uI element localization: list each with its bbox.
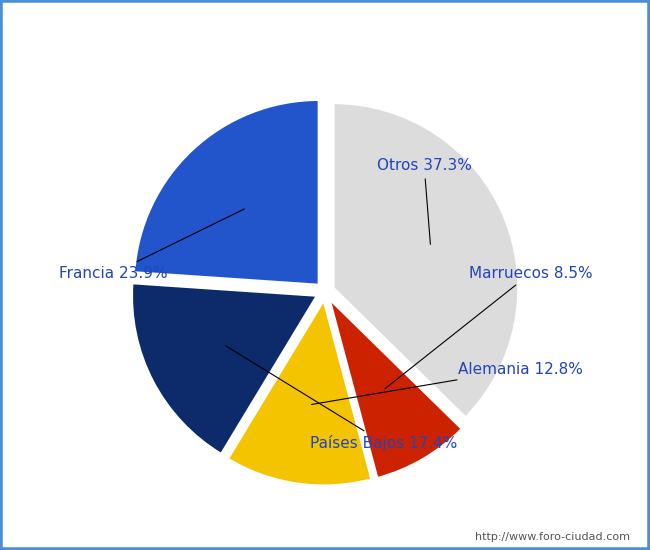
Text: Marruecos 8.5%: Marruecos 8.5% (385, 266, 593, 389)
Text: Ojós  -  Turistas extranjeros según país  -  Octubre de 2024: Ojós - Turistas extranjeros según país -… (100, 16, 550, 33)
Text: http://www.foro-ciudad.com: http://www.foro-ciudad.com (476, 532, 630, 542)
Text: Países Bajos 17.4%: Países Bajos 17.4% (226, 346, 458, 451)
Text: Francia 23.9%: Francia 23.9% (59, 209, 244, 280)
Text: Alemania 12.8%: Alemania 12.8% (311, 361, 583, 404)
Wedge shape (228, 301, 371, 486)
Wedge shape (135, 100, 318, 285)
Wedge shape (333, 103, 518, 417)
Wedge shape (132, 283, 317, 454)
Wedge shape (330, 300, 462, 478)
Text: Otros 37.3%: Otros 37.3% (377, 158, 472, 244)
